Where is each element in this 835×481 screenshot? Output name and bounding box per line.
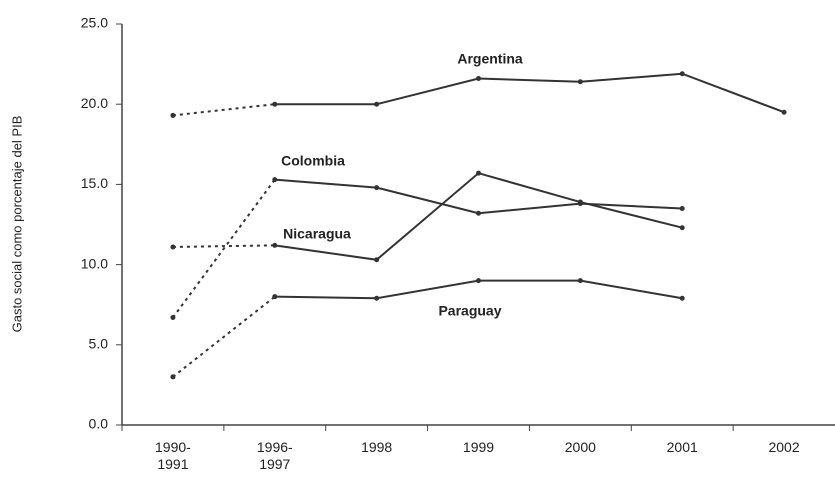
point bbox=[272, 177, 278, 183]
point bbox=[781, 109, 787, 115]
point bbox=[679, 205, 685, 211]
point bbox=[679, 71, 685, 77]
y-tick-label: 15.0 bbox=[81, 175, 108, 191]
y-tick-label: 25.0 bbox=[81, 15, 108, 31]
series-line bbox=[274, 178, 683, 215]
point bbox=[170, 315, 176, 321]
x-tick-label: 2002 bbox=[768, 439, 800, 455]
point bbox=[170, 112, 176, 118]
series-line-dotted bbox=[172, 178, 276, 319]
point bbox=[374, 295, 380, 301]
series-line bbox=[274, 279, 683, 300]
series-line-dotted bbox=[172, 103, 275, 117]
point bbox=[679, 295, 685, 301]
y-tick-label: 5.0 bbox=[89, 336, 109, 352]
point bbox=[374, 185, 380, 191]
point bbox=[374, 101, 380, 107]
series-label: Paraguay bbox=[438, 303, 501, 319]
point bbox=[170, 374, 176, 380]
y-tick-label: 0.0 bbox=[89, 416, 109, 432]
point bbox=[577, 199, 583, 205]
point bbox=[272, 101, 278, 107]
point bbox=[476, 278, 481, 284]
series-line-dotted bbox=[172, 295, 276, 378]
point bbox=[476, 170, 481, 176]
x-tick-label: 1990- 1991 bbox=[155, 439, 191, 472]
y-tick-label: 10.0 bbox=[81, 255, 108, 271]
point bbox=[170, 244, 176, 250]
y-axis-label: Gasto social como porcentaje del PIB bbox=[9, 116, 24, 333]
point bbox=[577, 278, 583, 284]
x-tick-label: 1996- 1997 bbox=[256, 439, 293, 472]
series-line-dotted bbox=[172, 244, 275, 248]
point bbox=[577, 79, 583, 85]
x-tick-label: 2000 bbox=[564, 439, 596, 455]
series-label: Colombia bbox=[281, 153, 345, 169]
point bbox=[476, 76, 481, 82]
point bbox=[374, 257, 380, 263]
x-tick-label: 1998 bbox=[361, 439, 393, 455]
series-line bbox=[274, 72, 785, 114]
x-tick-label: 1999 bbox=[462, 439, 495, 455]
y-tick-label: 20.0 bbox=[81, 95, 108, 111]
series-label: Argentina bbox=[457, 51, 523, 67]
series-line bbox=[274, 172, 683, 261]
series-label: Nicaragua bbox=[283, 226, 351, 242]
point bbox=[272, 294, 278, 300]
x-tick-label: 2001 bbox=[666, 439, 698, 455]
point bbox=[476, 210, 481, 216]
point bbox=[272, 242, 278, 248]
point bbox=[679, 225, 685, 231]
